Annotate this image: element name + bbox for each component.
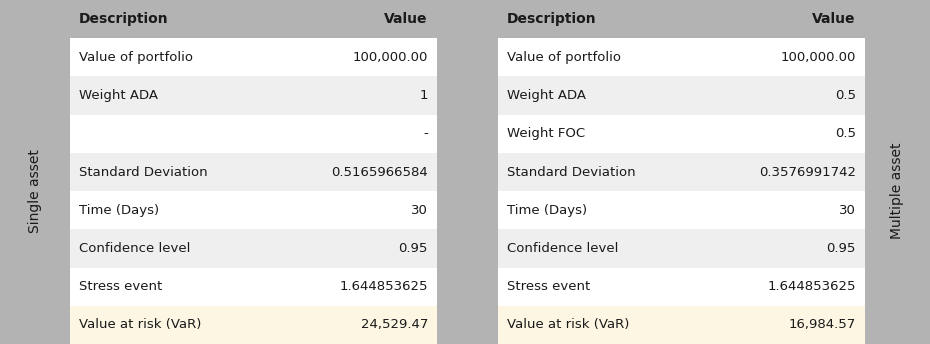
Text: 0.5: 0.5	[835, 89, 856, 102]
Text: -: -	[423, 127, 428, 140]
Bar	[70, 191, 437, 229]
Text: 0.5: 0.5	[835, 127, 856, 140]
Text: 30: 30	[839, 204, 856, 217]
Bar	[70, 0, 437, 38]
Bar	[70, 115, 437, 153]
Text: Stress event: Stress event	[79, 280, 162, 293]
Text: Standard Deviation: Standard Deviation	[507, 165, 635, 179]
Bar	[70, 229, 437, 268]
Bar	[70, 38, 437, 76]
Bar	[498, 38, 865, 76]
Text: Value: Value	[812, 12, 856, 26]
Text: Time (Days): Time (Days)	[507, 204, 587, 217]
Bar	[498, 0, 865, 38]
Text: Value at risk (VaR): Value at risk (VaR)	[79, 319, 201, 331]
Bar	[498, 306, 865, 344]
Text: 16,984.57: 16,984.57	[789, 319, 856, 331]
Text: 0.3576991742: 0.3576991742	[759, 165, 856, 179]
Text: Weight FOC: Weight FOC	[507, 127, 585, 140]
Text: 0.95: 0.95	[827, 242, 856, 255]
Text: Description: Description	[79, 12, 168, 26]
Text: 1: 1	[419, 89, 428, 102]
Text: 0.5165966584: 0.5165966584	[331, 165, 428, 179]
Text: Value: Value	[384, 12, 428, 26]
Text: Standard Deviation: Standard Deviation	[79, 165, 207, 179]
Bar	[498, 153, 865, 191]
Text: 100,000.00: 100,000.00	[352, 51, 428, 64]
Text: 24,529.47: 24,529.47	[361, 319, 428, 331]
Text: Confidence level: Confidence level	[507, 242, 618, 255]
Text: Stress event: Stress event	[507, 280, 590, 293]
Bar	[498, 191, 865, 229]
Text: 0.95: 0.95	[399, 242, 428, 255]
Text: Confidence level: Confidence level	[79, 242, 191, 255]
Text: Multiple asset: Multiple asset	[890, 143, 905, 239]
Bar	[498, 115, 865, 153]
Bar	[70, 306, 437, 344]
Text: Value of portfolio: Value of portfolio	[79, 51, 193, 64]
Bar	[498, 0, 865, 344]
Bar	[498, 76, 865, 115]
Bar	[70, 0, 437, 344]
Text: Weight ADA: Weight ADA	[507, 89, 586, 102]
Text: Value of portfolio: Value of portfolio	[507, 51, 620, 64]
Text: Value at risk (VaR): Value at risk (VaR)	[507, 319, 629, 331]
Text: 1.644853625: 1.644853625	[767, 280, 856, 293]
Bar	[498, 268, 865, 306]
Bar	[70, 268, 437, 306]
Text: Description: Description	[507, 12, 596, 26]
Text: 1.644853625: 1.644853625	[339, 280, 428, 293]
Text: Weight ADA: Weight ADA	[79, 89, 158, 102]
Bar	[70, 153, 437, 191]
Text: Single asset: Single asset	[28, 149, 43, 233]
Text: 30: 30	[411, 204, 428, 217]
Text: Time (Days): Time (Days)	[79, 204, 159, 217]
Bar	[498, 229, 865, 268]
Text: 100,000.00: 100,000.00	[780, 51, 856, 64]
Bar	[70, 76, 437, 115]
